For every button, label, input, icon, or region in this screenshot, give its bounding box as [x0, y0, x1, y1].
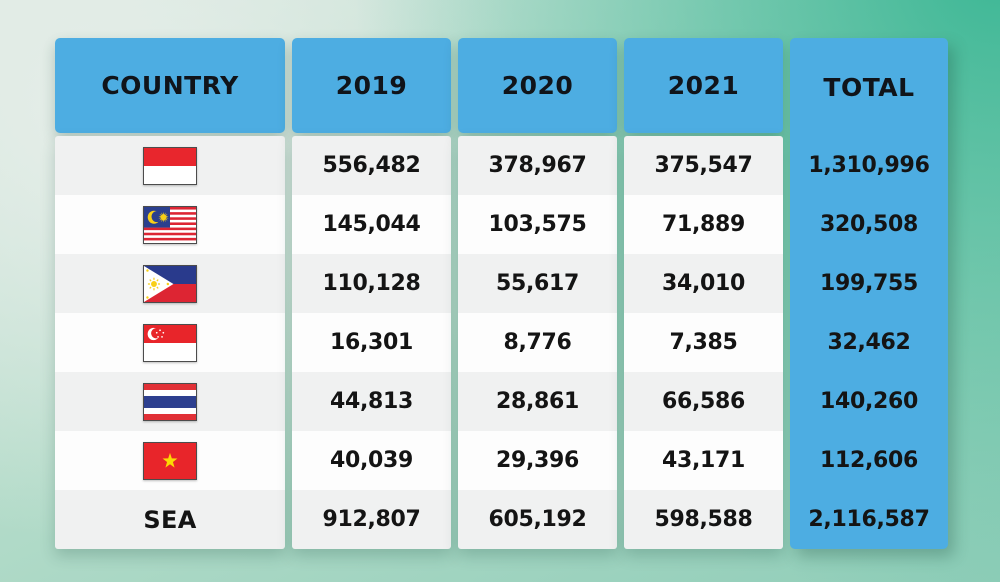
table-row-thailand	[55, 372, 285, 431]
cell-2019-vietnam: 40,039	[292, 431, 451, 490]
table-row-malaysia	[55, 195, 285, 254]
column-header-2021: 2021	[624, 38, 783, 133]
cell-total-malaysia: 320,508	[819, 212, 919, 237]
cell-2019-singapore: 16,301	[292, 313, 451, 372]
cell-2019-malaysia: 145,044	[292, 195, 451, 254]
cell-2021-sea: 598,588	[624, 490, 783, 549]
cell-2020-philippines: 55,617	[458, 254, 617, 313]
cell-2020-malaysia: 103,575	[458, 195, 617, 254]
column-header-2020: 2020	[458, 38, 617, 133]
philippines-flag-icon	[143, 264, 197, 303]
cell-2019-sea: 912,807	[292, 490, 451, 549]
column-2019-body: 556,482 145,044 110,128 16,301 44,813 40…	[292, 136, 451, 549]
indonesia-flag-icon	[143, 146, 197, 185]
cell-2021-vietnam: 43,171	[624, 431, 783, 490]
cell-total-vietnam: 112,606	[819, 448, 919, 473]
country-column-body: SEA	[55, 136, 285, 549]
singapore-flag-icon	[143, 323, 197, 362]
table-row-vietnam	[55, 431, 285, 490]
cell-2021-philippines: 34,010	[624, 254, 783, 313]
malaysia-flag-icon	[143, 205, 197, 244]
table-row-philippines	[55, 254, 285, 313]
cell-2019-thailand: 44,813	[292, 372, 451, 431]
table-row-singapore	[55, 313, 285, 372]
cell-2020-singapore: 8,776	[458, 313, 617, 372]
sea-row-label: SEA	[143, 505, 197, 534]
cell-total-indonesia: 1,310,996	[808, 153, 930, 178]
column-header-country: COUNTRY	[55, 38, 285, 133]
vietnam-flag-icon	[143, 441, 197, 480]
cell-2021-indonesia: 375,547	[624, 136, 783, 195]
column-header-total: TOTAL	[823, 72, 915, 102]
column-total: TOTAL 1,310,996 320,508 199,755 32,462 1…	[790, 38, 948, 549]
cell-total-singapore: 32,462	[827, 330, 911, 355]
cell-2020-thailand: 28,861	[458, 372, 617, 431]
thailand-flag-icon	[143, 382, 197, 421]
cell-2019-indonesia: 556,482	[292, 136, 451, 195]
column-2021-body: 375,547 71,889 34,010 7,385 66,586 43,17…	[624, 136, 783, 549]
column-2021: 2021 375,547 71,889 34,010 7,385 66,586 …	[624, 38, 783, 549]
cell-total-sea: 2,116,587	[808, 507, 930, 532]
cell-total-thailand: 140,260	[819, 389, 919, 414]
cell-total-philippines: 199,755	[819, 271, 919, 296]
cell-2021-malaysia: 71,889	[624, 195, 783, 254]
arrivals-table: COUNTRY	[55, 38, 948, 549]
total-column-block: TOTAL 1,310,996 320,508 199,755 32,462 1…	[790, 38, 948, 549]
column-country: COUNTRY	[55, 38, 285, 549]
cell-2020-indonesia: 378,967	[458, 136, 617, 195]
column-2020: 2020 378,967 103,575 55,617 8,776 28,861…	[458, 38, 617, 549]
table-row-indonesia	[55, 136, 285, 195]
column-2020-body: 378,967 103,575 55,617 8,776 28,861 29,3…	[458, 136, 617, 549]
cell-2020-vietnam: 29,396	[458, 431, 617, 490]
cell-2021-thailand: 66,586	[624, 372, 783, 431]
cell-2020-sea: 605,192	[458, 490, 617, 549]
column-header-2019: 2019	[292, 38, 451, 133]
table-row-sea: SEA	[55, 490, 285, 549]
column-2019: 2019 556,482 145,044 110,128 16,301 44,8…	[292, 38, 451, 549]
cell-2019-philippines: 110,128	[292, 254, 451, 313]
cell-2021-singapore: 7,385	[624, 313, 783, 372]
